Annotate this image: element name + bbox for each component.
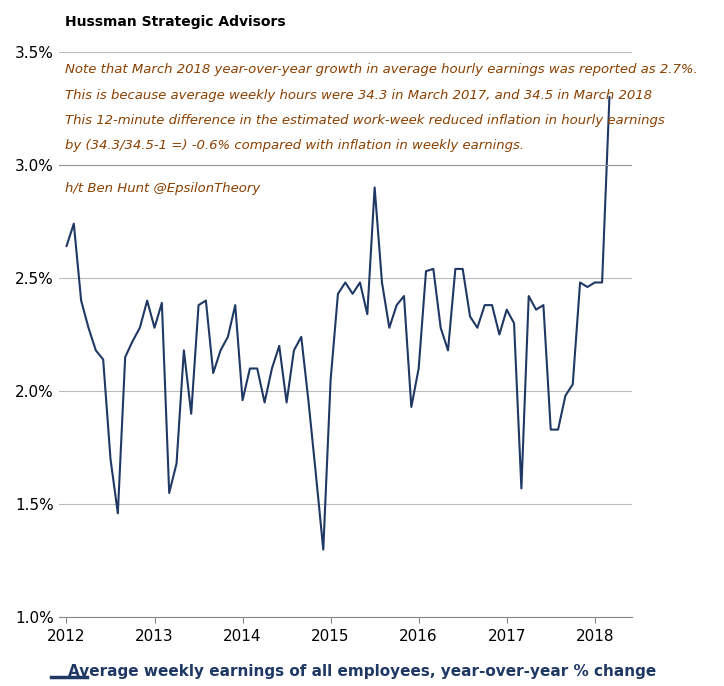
Text: Average weekly earnings of all employees, year-over-year % change: Average weekly earnings of all employees… (68, 664, 656, 679)
Text: by (34.3/34.5-1 =) -0.6% compared with inflation in weekly earnings.: by (34.3/34.5-1 =) -0.6% compared with i… (65, 139, 524, 152)
Text: This 12-minute difference in the estimated work-week reduced inflation in hourly: This 12-minute difference in the estimat… (65, 114, 665, 127)
Text: h/t Ben Hunt @EpsilonTheory: h/t Ben Hunt @EpsilonTheory (65, 182, 261, 196)
Text: Note that March 2018 year-over-year growth in average hourly earnings was report: Note that March 2018 year-over-year grow… (65, 63, 698, 76)
Text: Hussman Strategic Advisors: Hussman Strategic Advisors (65, 15, 286, 29)
Text: This is because average weekly hours were 34.3 in March 2017, and 34.5 in March : This is because average weekly hours wer… (65, 88, 652, 102)
